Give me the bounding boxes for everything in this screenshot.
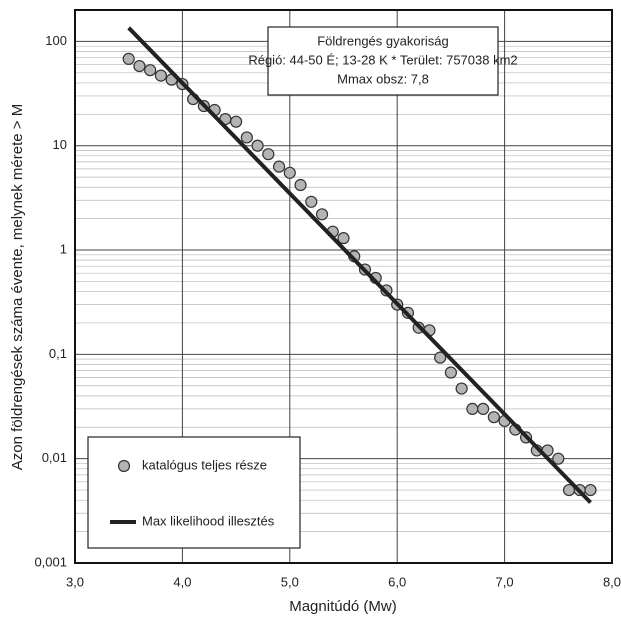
data-point	[122, 52, 135, 65]
y-tick-label: 100	[45, 33, 67, 48]
y-tick-label: 10	[53, 137, 67, 152]
legend-label: Max likelihood illesztés	[142, 513, 275, 528]
y-tick-label: 0,1	[49, 346, 67, 361]
x-tick-label: 6,0	[388, 574, 406, 589]
x-tick-label: 4,0	[173, 574, 191, 589]
data-point	[144, 64, 157, 77]
data-point	[154, 69, 168, 82]
x-tick-label: 5,0	[281, 574, 299, 589]
data-point	[262, 148, 275, 161]
data-point	[552, 452, 565, 465]
data-point	[240, 131, 253, 144]
annotation: Régió: 44-50 É; 13-28 K * Terület: 75703…	[248, 52, 517, 67]
x-tick-label: 7,0	[496, 574, 514, 589]
data-point	[230, 115, 243, 128]
annotation: Földrengés gyakoriság	[317, 33, 449, 48]
y-tick-label: 0,001	[34, 554, 67, 569]
x-tick-label: 8,0	[603, 574, 621, 589]
x-tick-label: 3,0	[66, 574, 84, 589]
x-axis-title: Magnitúdó (Mw)	[289, 598, 397, 615]
data-point	[315, 208, 329, 221]
data-point	[584, 483, 597, 497]
y-tick-label: 1	[60, 241, 67, 256]
data-point	[251, 139, 264, 152]
data-point	[444, 366, 457, 379]
data-point	[337, 232, 350, 245]
fit-line	[127, 26, 592, 504]
annotation-box	[267, 26, 499, 96]
data-point	[283, 166, 296, 179]
data-point	[466, 402, 479, 416]
data-point	[477, 402, 490, 416]
data-point	[133, 59, 146, 73]
data-point	[305, 195, 318, 208]
data-point	[272, 160, 286, 173]
data-point	[294, 178, 307, 192]
plot-frame	[74, 9, 613, 564]
data-point	[455, 382, 468, 395]
data-point	[434, 351, 447, 364]
data-point	[487, 411, 500, 424]
annotation: Mmax obsz: 7,8	[337, 71, 429, 86]
legend-label: katalógus teljes része	[142, 457, 267, 472]
legend-box	[87, 436, 301, 549]
y-axis-title: Azon földrengések száma évente, melynek …	[9, 104, 26, 470]
legend-symbol	[117, 459, 131, 473]
y-tick-label: 0,01	[42, 450, 67, 465]
